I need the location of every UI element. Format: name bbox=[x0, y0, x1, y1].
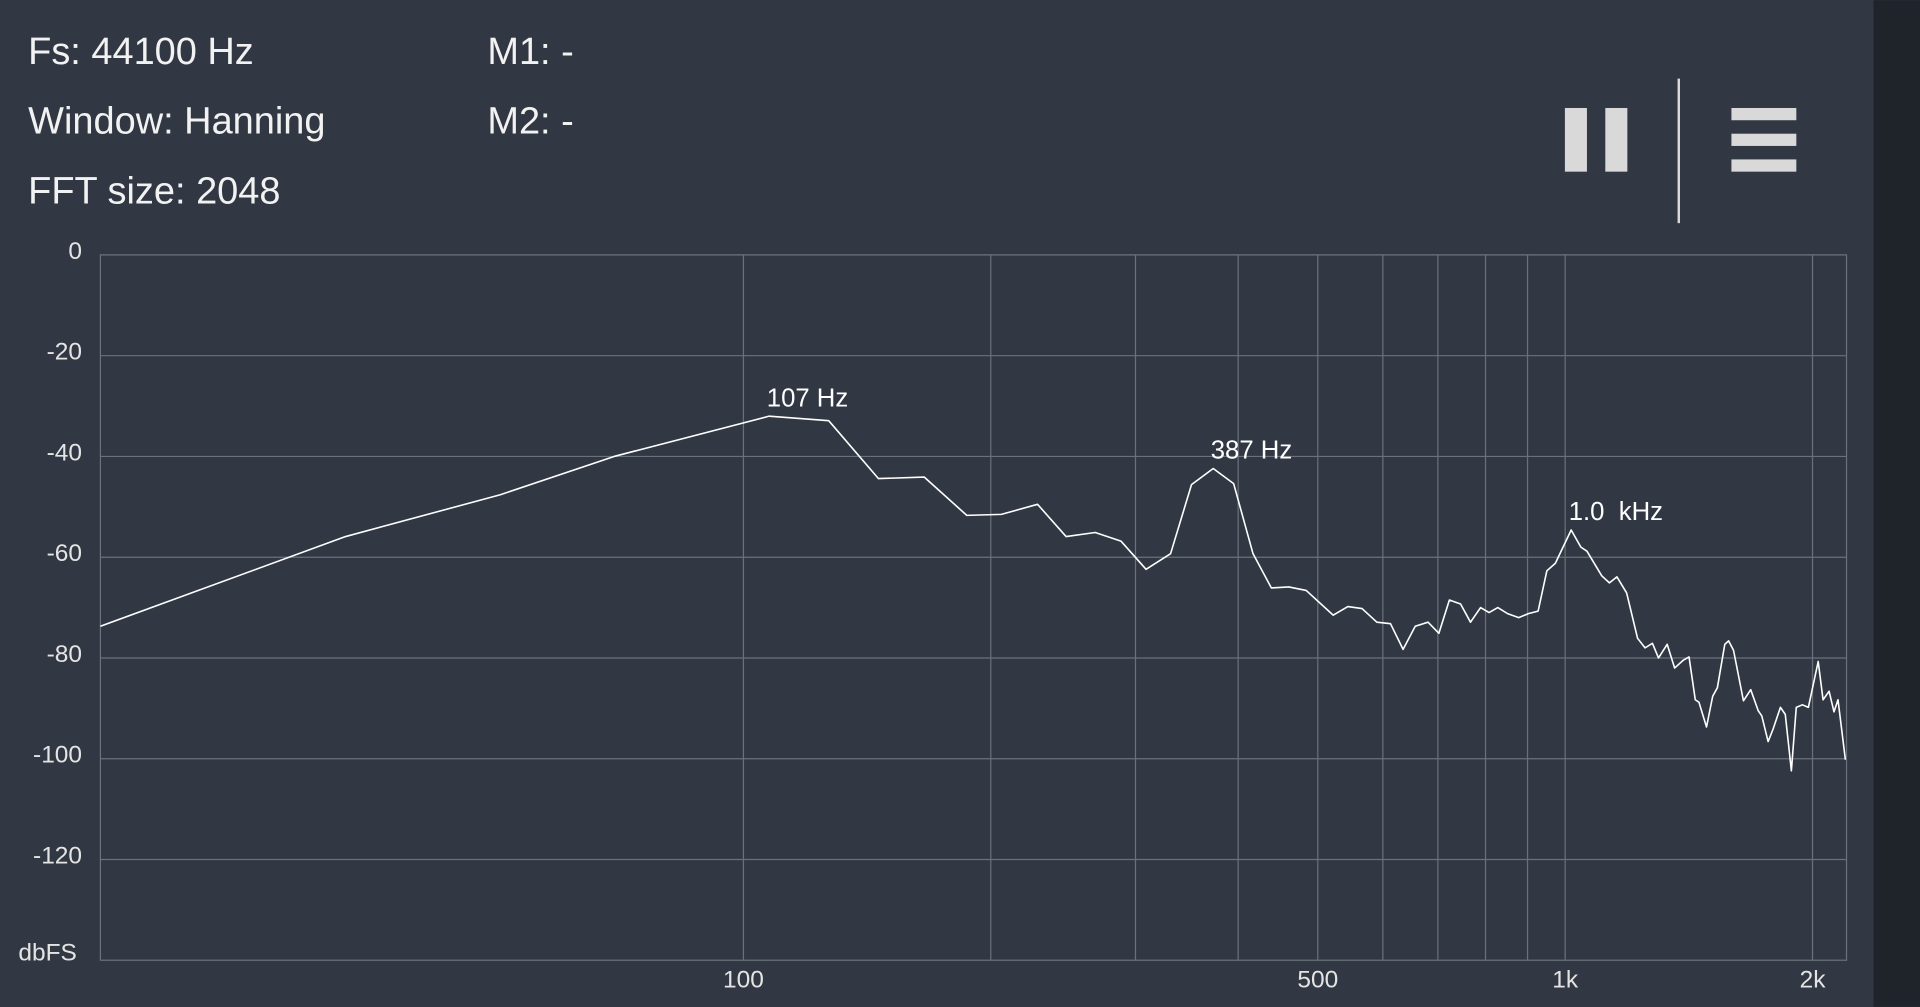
pause-button[interactable] bbox=[1555, 98, 1641, 184]
menu-bar bbox=[1731, 133, 1797, 146]
window-label: Window: Hanning bbox=[28, 101, 325, 143]
peak-label: 1.0 kHz bbox=[1569, 498, 1663, 526]
peak-label: 387 Hz bbox=[1211, 437, 1292, 465]
x-tick-label: 500 bbox=[1297, 967, 1338, 994]
y-tick-label: -60 bbox=[47, 540, 82, 567]
menu-button[interactable] bbox=[1720, 98, 1806, 184]
y-tick-label: -80 bbox=[47, 641, 82, 668]
menu-bar bbox=[1731, 159, 1797, 172]
peak-label: 107 Hz bbox=[767, 384, 848, 412]
x-tick-label: 2k bbox=[1800, 967, 1827, 994]
x-tick-label: 100 bbox=[723, 967, 764, 994]
background bbox=[0, 0, 1873, 1007]
y-tick-label: -120 bbox=[33, 842, 82, 869]
menu-bar bbox=[1731, 107, 1797, 121]
y-tick-label: 0 bbox=[68, 238, 82, 265]
side-strip bbox=[1873, 0, 1920, 1007]
y-tick-label: -100 bbox=[33, 742, 82, 769]
y-axis-label: dbFS bbox=[18, 940, 76, 967]
pause-bar bbox=[1605, 107, 1628, 172]
y-tick-label: -20 bbox=[47, 339, 82, 366]
fs-label: Fs: 44100 Hz bbox=[28, 31, 254, 73]
x-tick-label: 1k bbox=[1552, 967, 1579, 994]
spectrum-line bbox=[100, 415, 1847, 772]
fft-size-label: FFT size: 2048 bbox=[28, 171, 280, 213]
marker-2: M2: - bbox=[487, 101, 573, 143]
marker-1: M1: - bbox=[487, 31, 573, 73]
y-tick-label: -40 bbox=[47, 439, 82, 466]
pause-bar bbox=[1564, 107, 1587, 172]
